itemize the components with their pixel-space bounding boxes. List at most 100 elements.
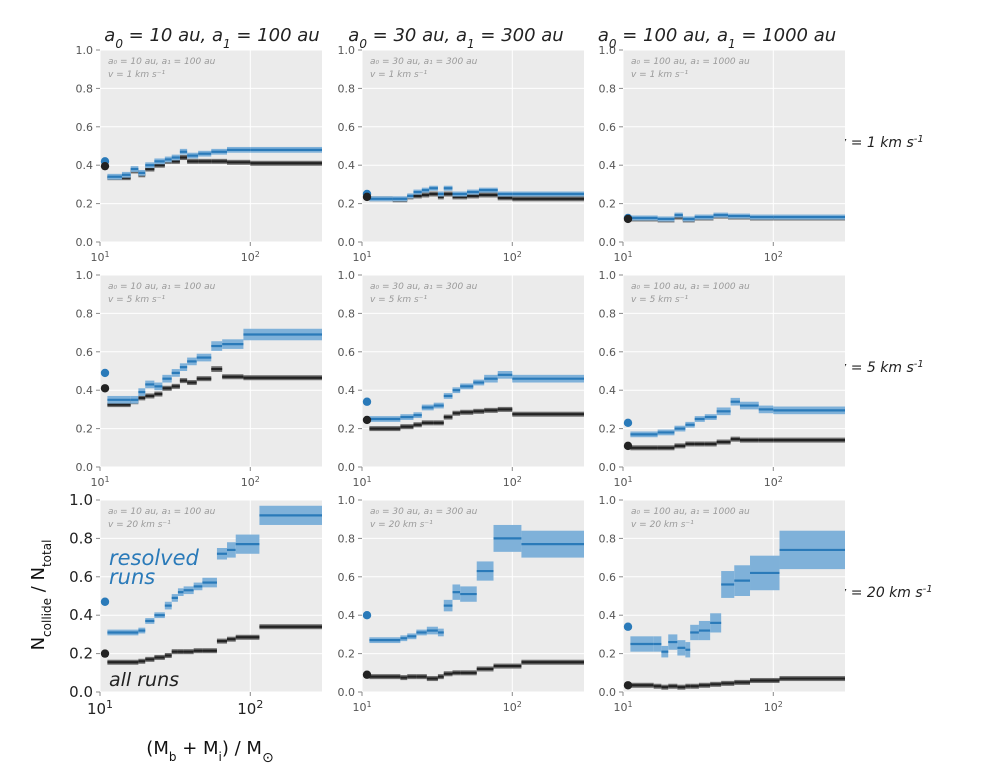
panel-r3-c3: 0.0 0.2 0.4 0.6 0.8 1.0 101 102 a₀ = 100 au, a₁ …	[599, 494, 845, 715]
y-tick-label: 0.4	[599, 384, 617, 397]
y-tick-label: 0.6	[338, 346, 356, 359]
x-tick-label: 102	[503, 700, 522, 715]
panel-inner-geometry: a₀ = 100 au, a₁ = 1000 au	[631, 282, 750, 292]
all-start-point	[100, 384, 110, 393]
y-tick-label: 0.8	[338, 82, 356, 95]
y-tick-label: 0.4	[338, 609, 356, 622]
y-tick-label: 1.0	[76, 44, 94, 57]
resolved-start-point	[100, 368, 110, 378]
resolved-start-point	[623, 622, 633, 631]
x-tick-label: 101	[613, 475, 632, 490]
x-tick-label: 101	[352, 700, 371, 715]
y-tick-label: 0.8	[338, 532, 356, 545]
y-tick-label: 0.0	[599, 461, 617, 474]
panel-inner-geometry: a₀ = 10 au, a₁ = 100 au	[108, 57, 216, 67]
row-label-1: v = 1 km s-1	[838, 134, 924, 152]
panel-inner-velocity: v = 1 km s⁻¹	[370, 70, 427, 80]
y-tick-label: 0.6	[599, 121, 617, 134]
panel-inner-geometry: a₀ = 30 au, a₁ = 300 au	[370, 282, 478, 292]
y-tick-label: 0.2	[76, 198, 94, 211]
panel-background	[623, 50, 845, 242]
x-tick-label: 101	[613, 700, 632, 715]
y-tick-label: 0.2	[76, 423, 94, 436]
panel-background	[100, 275, 322, 467]
x-tick-label: 101	[90, 250, 109, 265]
panel-r2-c1: 0.0 0.2 0.4 0.6 0.8 1.0 101 102 a₀ = 10 au, a₁ =…	[76, 269, 322, 490]
y-tick-label: 0.4	[599, 609, 617, 622]
y-tick-label: 0.0	[69, 683, 93, 701]
y-tick-label: 1.0	[338, 269, 356, 282]
legend-resolved-line2: runs	[109, 565, 155, 589]
x-tick-label: 102	[764, 700, 783, 715]
x-tick-label: 101	[90, 475, 109, 490]
x-tick-label: 101	[352, 250, 371, 265]
panel-r3-c1: 0.0 0.2 0.4 0.6 0.8 1.0 101 102 a₀ = 10 au, a₁ =…	[69, 491, 322, 718]
y-tick-label: 0.8	[76, 82, 94, 95]
panel-inner-velocity: v = 1 km s⁻¹	[631, 70, 688, 80]
x-tick-label: 101	[87, 698, 113, 719]
y-tick-label: 0.6	[338, 121, 356, 134]
x-axis-label: (Mb + Mi) / M⊙	[146, 738, 273, 763]
y-tick-label: 0.8	[76, 307, 94, 320]
panel-inner-velocity: v = 20 km s⁻¹	[631, 520, 694, 530]
y-tick-label: 0.0	[76, 461, 94, 474]
y-tick-label: 1.0	[338, 494, 356, 507]
x-tick-label: 102	[241, 250, 260, 265]
panel-background	[362, 275, 584, 467]
panel-inner-geometry: a₀ = 10 au, a₁ = 100 au	[108, 282, 216, 292]
resolved-start-point	[362, 611, 372, 620]
y-tick-label: 0.2	[69, 645, 93, 663]
panel-r2-c3: 0.0 0.2 0.4 0.6 0.8 1.0 101 102 a₀ = 100 au, a₁ …	[599, 269, 845, 490]
panel-inner-velocity: v = 20 km s⁻¹	[108, 520, 171, 530]
y-tick-label: 1.0	[76, 269, 94, 282]
y-tick-label: 0.4	[338, 384, 356, 397]
row-label-2: v = 5 km s-1	[838, 359, 924, 377]
panel-inner-velocity: v = 5 km s⁻¹	[370, 295, 427, 305]
all-start-point	[362, 192, 372, 202]
x-tick-label: 102	[764, 475, 783, 490]
panel-grid: 0.0 0.2 0.4 0.6 0.8 1.0 101 102 a₀ = 10 au, a₁ =…	[69, 44, 845, 718]
y-tick-label: 0.0	[338, 686, 356, 699]
y-tick-label: 0.8	[599, 307, 617, 320]
panel-inner-geometry: a₀ = 100 au, a₁ = 1000 au	[631, 57, 750, 67]
col-title-3: a0 = 100 au, a1 = 1000 au	[598, 25, 836, 51]
y-tick-label: 0.6	[69, 568, 93, 586]
y-tick-label: 0.8	[599, 82, 617, 95]
x-tick-label: 101	[352, 475, 371, 490]
panel-background	[100, 50, 322, 242]
legend-all-runs: all runs	[109, 669, 179, 691]
resolved-start-point	[100, 597, 110, 606]
x-tick-label: 102	[764, 250, 783, 265]
all-start-point	[100, 649, 110, 658]
panel-inner-velocity: v = 20 km s⁻¹	[370, 520, 433, 530]
panel-inner-geometry: a₀ = 30 au, a₁ = 300 au	[370, 57, 478, 67]
panel-r1-c2: 0.0 0.2 0.4 0.6 0.8 1.0 101 102 a₀ = 30 au, a₁ =…	[338, 44, 584, 265]
y-tick-label: 1.0	[599, 494, 617, 507]
all-start-point	[362, 670, 372, 679]
row-label-3: v = 20 km s-1	[838, 584, 933, 602]
legend-resolved-line1: resolved	[109, 546, 200, 570]
x-tick-label: 101	[613, 250, 632, 265]
y-tick-label: 0.4	[76, 384, 94, 397]
y-tick-label: 0.4	[599, 159, 617, 172]
panel-r2-c2: 0.0 0.2 0.4 0.6 0.8 1.0 101 102 a₀ = 30 au, a₁ =…	[338, 269, 584, 490]
y-tick-label: 0.4	[69, 606, 93, 624]
all-start-point	[362, 415, 372, 425]
y-tick-label: 1.0	[599, 269, 617, 282]
y-tick-label: 1.0	[338, 44, 356, 57]
col-title-1: a0 = 10 au, a1 = 100 au	[104, 25, 319, 51]
panel-r1-c1: 0.0 0.2 0.4 0.6 0.8 1.0 101 102 a₀ = 10 au, a₁ =…	[76, 44, 322, 265]
y-tick-label: 0.2	[338, 648, 356, 661]
y-tick-label: 0.0	[338, 461, 356, 474]
y-tick-label: 1.0	[599, 44, 617, 57]
panel-inner-geometry: a₀ = 100 au, a₁ = 1000 au	[631, 507, 750, 517]
panel-r3-c2: 0.0 0.2 0.4 0.6 0.8 1.0 101 102 a₀ = 30 au, a₁ =…	[338, 494, 584, 715]
y-tick-label: 0.0	[76, 236, 94, 249]
resolved-start-point	[362, 397, 372, 406]
x-tick-label: 102	[503, 250, 522, 265]
y-tick-label: 0.6	[599, 346, 617, 359]
x-tick-label: 102	[237, 698, 263, 719]
col-title-2: a0 = 30 au, a1 = 300 au	[348, 25, 563, 51]
y-tick-label: 0.8	[338, 307, 356, 320]
